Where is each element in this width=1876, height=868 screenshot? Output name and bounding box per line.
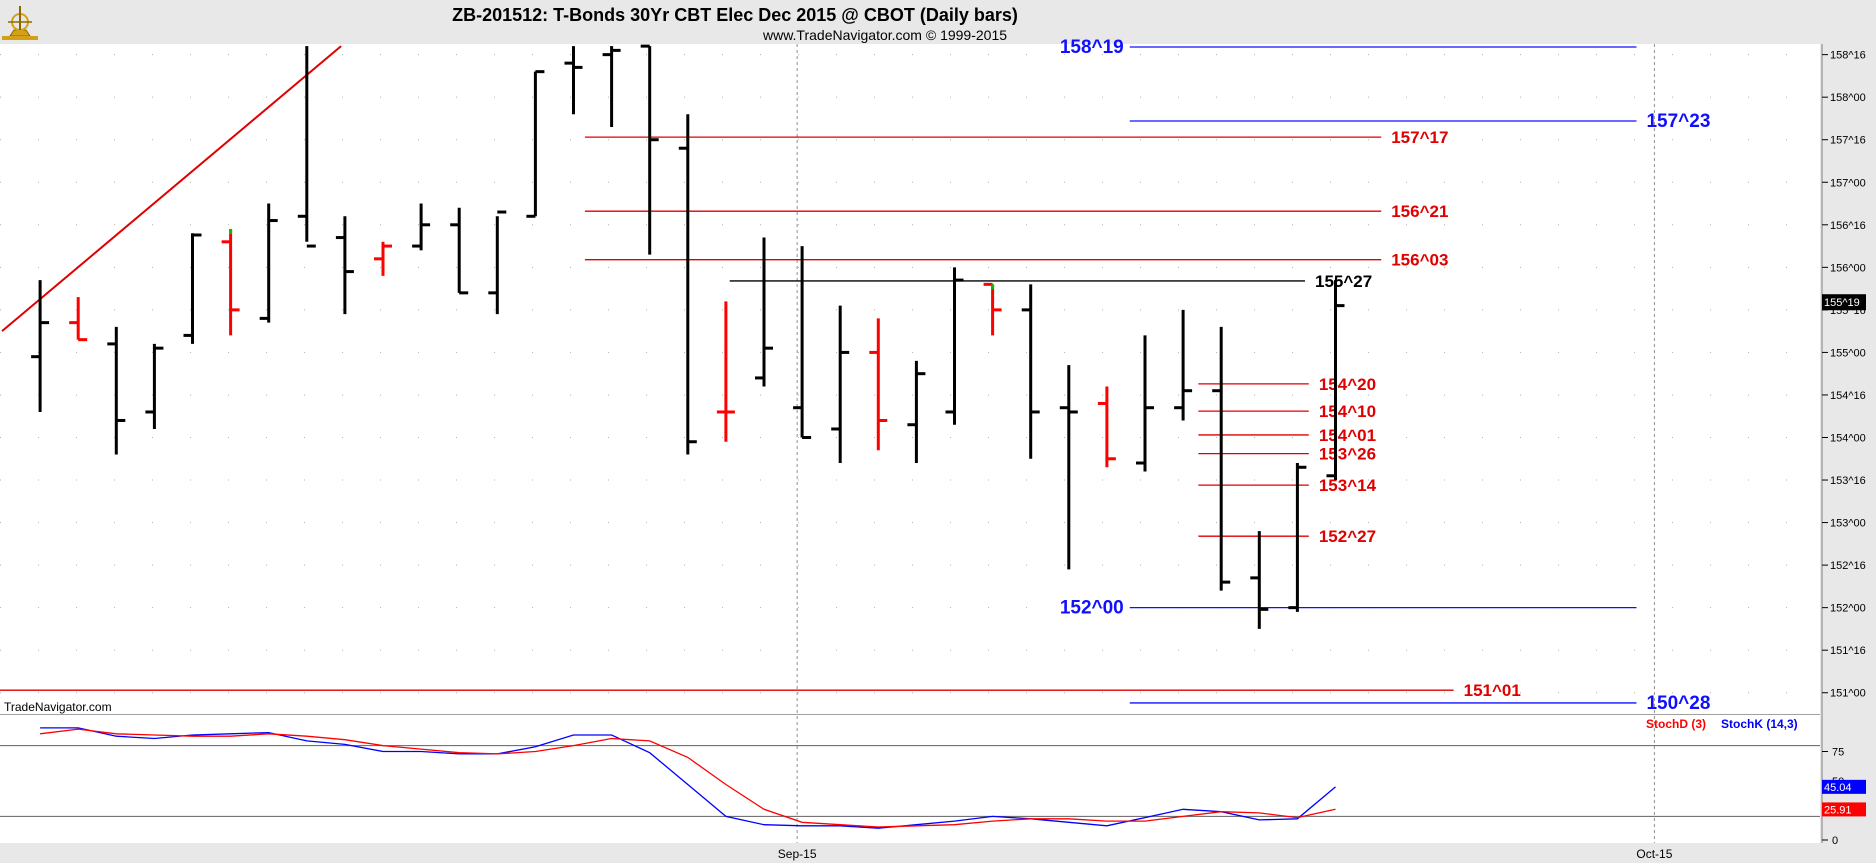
price-level-label: 157^17 [1391, 128, 1448, 147]
price-axis-label: 152^00 [1830, 603, 1866, 615]
plot-area [0, 44, 1820, 843]
time-axis: Sep-15 Oct-15 [778, 847, 1673, 861]
ohlc-bar [831, 305, 850, 464]
ohlc-bar [1212, 326, 1231, 591]
ohlc-bar [450, 207, 469, 295]
last-price-badge [1822, 294, 1866, 311]
stoch-last-value-badge [1822, 779, 1866, 794]
stoch-legend-entry: StochK (14,3) [1721, 717, 1798, 731]
time-axis-label: Sep-15 [778, 847, 817, 861]
ohlc-bar [412, 203, 431, 251]
ohlc-bar [69, 297, 88, 342]
ohlc-bar [640, 44, 659, 255]
price-level-label: 154^01 [1319, 426, 1376, 445]
price-level-label: 154^10 [1319, 402, 1376, 421]
price-level-label: 153^14 [1319, 476, 1377, 495]
ohlc-bar [678, 114, 697, 455]
ohlc-bar [755, 237, 773, 387]
price-axis-label: 157^00 [1830, 177, 1866, 189]
stoch-series-line [40, 727, 1336, 829]
ohlc-bar [983, 282, 1002, 336]
price-axis-label: 155^00 [1830, 347, 1866, 359]
price-axis-panel [1820, 44, 1876, 863]
ohlc-bar [259, 203, 278, 323]
ohlc-bar [907, 360, 926, 464]
price-level-label: 156^21 [1391, 202, 1448, 221]
price-axis-label: 151^16 [1830, 645, 1866, 657]
price-level-label: 158^19 [1060, 37, 1124, 58]
ohlc-bar [945, 267, 964, 425]
ohlc-bar [31, 280, 50, 412]
price-axis: 158^16 158^00 157^16 157^00 156^16 156^00 155^… [1821, 44, 1866, 843]
ohlc-bar [793, 246, 812, 439]
ohlc-bar [1059, 365, 1078, 570]
trendline [1, 45, 342, 332]
stoch-axis-label: 75 [1832, 747, 1844, 759]
stoch-series-line [40, 728, 1336, 828]
watermark: TradeNavigator.com [4, 700, 112, 714]
price-level-label: 150^28 [1646, 693, 1710, 714]
price-axis-label: 154^16 [1830, 390, 1866, 402]
price-bars [31, 44, 1345, 629]
ohlc-bar [488, 210, 507, 315]
price-level-label: 155^27 [1315, 272, 1372, 291]
price-axis-label: 156^16 [1830, 220, 1866, 232]
ohlc-bar [221, 229, 240, 336]
price-axis-label: 156^00 [1830, 262, 1866, 274]
ohlc-bar [869, 318, 888, 451]
chart-title: ZB-201512: T-Bonds 30Yr CBT Elec Dec 201… [452, 5, 1018, 25]
time-axis-panel [0, 843, 1876, 863]
date-divider-lines [796, 44, 1655, 843]
ohlc-bar [107, 326, 126, 455]
price-level-label: 156^03 [1391, 251, 1448, 270]
trade-navigator-logo-icon [2, 6, 38, 40]
ohlc-bar [1288, 463, 1307, 612]
ohlc-bar [1250, 531, 1269, 629]
time-axis-label: Oct-15 [1636, 847, 1672, 861]
stoch-last-value-badge [1822, 802, 1866, 817]
header-bar [0, 0, 1876, 44]
ohlc-bar [1174, 309, 1193, 421]
stoch-last-value-label: 25.91 [1824, 804, 1852, 816]
price-axis-label: 153^16 [1830, 475, 1866, 487]
last-price-label: 155^19 [1824, 297, 1860, 309]
ohlc-bar [183, 233, 202, 344]
ohlc-bar [1021, 284, 1040, 459]
price-axis-label: 158^00 [1830, 92, 1866, 104]
price-level-label: 157^23 [1646, 111, 1710, 132]
stoch-axis-label: 0 [1832, 835, 1838, 847]
ohlc-bar [335, 216, 354, 315]
stoch-legend-entry: StochD (3) [1646, 717, 1706, 731]
chart-subtitle: www.TradeNavigator.com © 1999-2015 [762, 27, 1007, 43]
ohlc-bar [1136, 335, 1154, 472]
price-axis-label: 158^16 [1830, 50, 1866, 62]
ohlc-bar [716, 301, 735, 442]
price-axis-label: 151^00 [1830, 688, 1866, 700]
ohlc-bar [1097, 386, 1116, 468]
price-level-label: 153^26 [1319, 445, 1376, 464]
stoch-last-value-label: 45.04 [1824, 782, 1852, 794]
price-axis-label: 154^00 [1830, 432, 1866, 444]
price-axis-label: 153^00 [1830, 518, 1866, 530]
price-level-label: 154^20 [1319, 375, 1376, 394]
price-level-label: 152^27 [1319, 527, 1376, 546]
price-levels: 158^19 157^23 157^17 156^21 156^03 155^27 154^… [0, 37, 1710, 714]
price-axis-label: 152^16 [1830, 560, 1866, 572]
ohlc-bar [1326, 280, 1345, 481]
ohlc-bar [297, 46, 316, 248]
price-axis-label: 157^16 [1830, 135, 1866, 147]
ohlc-bar [564, 46, 583, 115]
ohlc-bar [145, 343, 164, 429]
ohlc-bar [374, 241, 392, 276]
price-level-label: 151^01 [1464, 681, 1521, 700]
price-level-label: 152^00 [1060, 598, 1124, 619]
trendline-segment [1, 45, 342, 332]
ohlc-bar [526, 70, 545, 218]
ohlc-bar [602, 46, 621, 127]
